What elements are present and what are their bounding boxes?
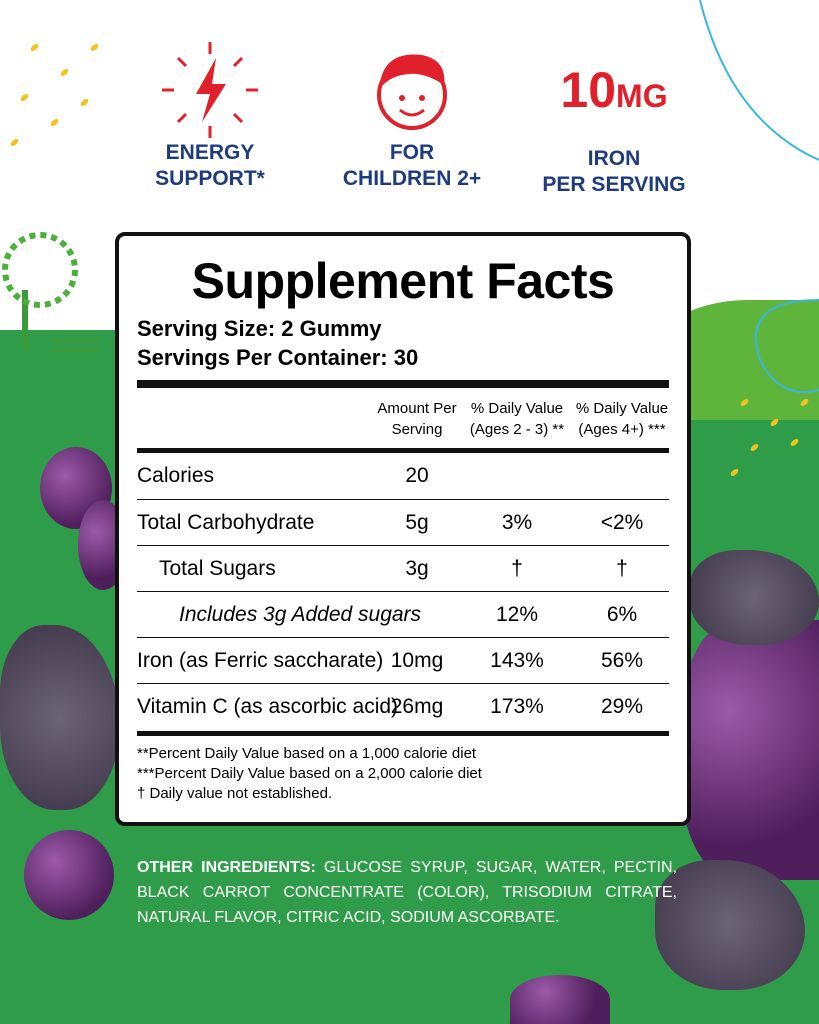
footnotes: **Percent Daily Value based on a 1,000 c…: [137, 736, 669, 804]
amount: 10mg: [390, 648, 444, 672]
dv-ages-2-3: †: [511, 556, 523, 580]
grape-bunch: [680, 620, 819, 880]
gummy: [655, 860, 805, 990]
divider: [137, 380, 669, 388]
divider: [137, 731, 669, 736]
dv-ages-4: 56%: [600, 648, 644, 672]
facts-row: Calories 20: [137, 453, 669, 499]
feature-energy: ENERGY SUPPORT*: [110, 40, 310, 192]
divider: [137, 448, 669, 453]
supplement-facts-panel: Supplement Facts Serving Size: 2 Gummy Se…: [115, 232, 691, 826]
amount: 5g: [405, 510, 429, 534]
amount: 3g: [405, 556, 429, 580]
dv-ages-2-3: 143%: [490, 648, 544, 672]
header-dv-ages-4: % Daily Value (Ages 4+) ***: [575, 400, 669, 438]
servings-per-container: Servings Per Container: 30: [137, 345, 419, 370]
nutrient-name: Calories: [137, 464, 215, 487]
lightning-icon: [110, 40, 310, 140]
fence-icon: [50, 338, 100, 352]
feature-iron: 10MG IRON PER SERVING: [514, 40, 714, 198]
facts-row: Includes 3g Added sugars 12% 6%: [137, 591, 669, 637]
facts-row: Total Carbohydrate 5g 3% <2%: [137, 499, 669, 545]
dv-ages-4: †: [616, 556, 628, 580]
other-ingredients: OTHER INGREDIENTS: GLUCOSE SYRUP, SUGAR,…: [137, 859, 678, 926]
facts-row: Total Sugars 3g † †: [137, 545, 669, 591]
gummy: [690, 550, 819, 645]
feature-line: FOR: [389, 141, 435, 164]
gummy: [0, 625, 120, 810]
amount: 26mg: [390, 694, 444, 718]
dv-ages-4: <2%: [600, 510, 644, 534]
dv-ages-2-3: 12%: [495, 602, 539, 626]
nutrient-name: Includes 3g Added sugars: [179, 602, 422, 626]
footnote: ***Percent Daily Value based on a 2,000 …: [137, 765, 482, 782]
dv-ages-4: 6%: [606, 602, 638, 626]
nutrient-name: Total Carbohydrate: [137, 510, 315, 534]
facts-title: Supplement Facts: [191, 253, 615, 309]
feature-line: PER SERVING: [542, 173, 686, 196]
grape: [24, 830, 114, 920]
grape: [510, 975, 610, 1024]
feature-line: SUPPORT*: [155, 167, 265, 190]
serving-size: Serving Size: 2 Gummy: [137, 316, 382, 341]
decor-lines: [2, 0, 819, 393]
footnote: † Daily value not established.: [137, 785, 333, 802]
dv-ages-2-3: 3%: [501, 510, 533, 534]
iron-amount: 10MG: [560, 62, 668, 118]
tree-icon: [2, 232, 78, 350]
feature-line: CHILDREN 2+: [342, 167, 482, 190]
header-dv-ages-2-3: % Daily Value (Ages 2 - 3) **: [469, 400, 565, 438]
header-amount: Amount Per Serving: [377, 400, 457, 438]
facts-row: Vitamin C (as ascorbic acid) 26mg 173% 29%: [137, 683, 669, 729]
feature-line: IRON: [587, 147, 641, 170]
dv-ages-4: 29%: [600, 694, 644, 718]
nutrient-name: Vitamin C (as ascorbic acid): [137, 694, 399, 718]
dv-ages-2-3: 173%: [490, 694, 544, 718]
nutrient-name: Iron (as Ferric saccharate): [137, 648, 384, 672]
facts-header: Amount Per Serving % Daily Value (Ages 2 …: [137, 392, 669, 446]
amount: 20: [405, 464, 429, 487]
feature-children: FOR CHILDREN 2+: [312, 40, 512, 192]
child-face-icon: [312, 40, 512, 140]
footnote: **Percent Daily Value based on a 1,000 c…: [137, 745, 477, 762]
nutrient-name: Total Sugars: [159, 556, 276, 580]
facts-row: Iron (as Ferric saccharate) 10mg 143% 56%: [137, 637, 669, 683]
feature-line: ENERGY: [165, 141, 255, 164]
